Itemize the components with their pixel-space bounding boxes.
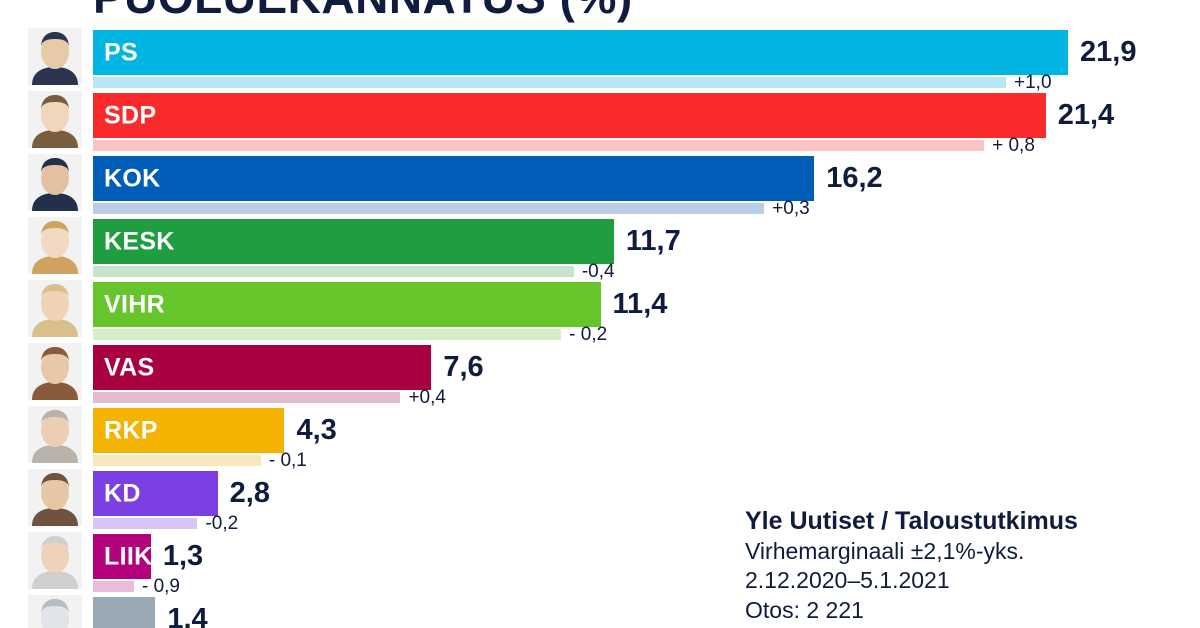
- change-value-label: - 0,2: [569, 323, 608, 345]
- bar-row: VIHR 11,4- 0,2: [0, 280, 1200, 345]
- previous-poll-bar: [93, 329, 562, 340]
- party-abbreviation-label: LIIK: [104, 542, 153, 570]
- party-value-label: 7,6: [443, 351, 484, 383]
- party-leader-portrait: [28, 91, 82, 148]
- party-abbreviation-label: KESK: [104, 227, 175, 255]
- party-bar: RKP: [93, 408, 285, 453]
- party-leader-portrait: [28, 469, 82, 526]
- change-value-label: - 0,9: [141, 575, 180, 597]
- previous-poll-bar: [93, 203, 765, 214]
- party-abbreviation-label: PS: [104, 38, 138, 66]
- previous-poll-bar: [93, 266, 574, 277]
- party-value-label: 21,9: [1080, 36, 1137, 68]
- previous-poll-bar: [93, 581, 134, 592]
- change-value-label: +0,4: [408, 386, 446, 408]
- party-value-label: 11,4: [612, 288, 668, 320]
- previous-poll-bar: [93, 77, 1006, 88]
- bar-row: SDP 21,4 + 0,8: [0, 91, 1200, 156]
- party-value-label: 11,7: [625, 225, 681, 257]
- party-leader-portrait: [28, 280, 82, 337]
- previous-poll-bar: [93, 455, 261, 466]
- party-bar: VIHR: [93, 282, 601, 327]
- bar-row: KESK 11,7 -0,4: [0, 217, 1200, 282]
- party-leader-portrait: [28, 154, 82, 211]
- change-value-label: + 0,8: [992, 134, 1035, 156]
- party-value-label: 1,4: [167, 603, 208, 628]
- previous-poll-bar: [93, 518, 198, 529]
- party-leader-portrait: [28, 343, 82, 400]
- party-bar: [93, 597, 156, 628]
- change-value-label: +0,3: [772, 197, 810, 219]
- party-leader-portrait: [28, 217, 82, 274]
- page-title: PUOLUEKANNATUS (%): [93, 0, 633, 20]
- party-bar: LIIK: [93, 534, 153, 579]
- previous-poll-bar: [93, 392, 401, 403]
- party-bar: VAS: [93, 345, 432, 390]
- bar-row: PS 21,9 +1,0: [0, 28, 1200, 93]
- party-bar: KOK: [93, 156, 815, 201]
- party-value-label: 21,4: [1057, 99, 1115, 131]
- party-bar: PS: [93, 30, 1068, 75]
- party-bar: SDP: [93, 93, 1046, 138]
- party-abbreviation-label: VIHR: [104, 290, 165, 318]
- change-value-label: -0,4: [581, 260, 615, 282]
- party-leader-portrait: [28, 595, 82, 628]
- source-label: Yle Uutiset / Taloustutkimus: [745, 507, 1078, 535]
- party-abbreviation-label: SDP: [104, 101, 157, 129]
- margin-of-error-label: Virhemarginaali ±2,1%-yks.: [745, 538, 1025, 564]
- bar-row: KOK 16,2 +0,3: [0, 154, 1200, 219]
- survey-period-label: 2.12.2020–5.1.2021: [745, 567, 950, 594]
- party-bar: KESK: [93, 219, 614, 264]
- sample-size-label: Otos: 2 221: [745, 596, 864, 623]
- bar-row: LIIK 1,3 - 0,9: [0, 532, 1200, 597]
- bar-row: KD 2,8 -0,2: [0, 469, 1200, 534]
- party-value-label: 16,2: [826, 162, 883, 194]
- previous-poll-bar: [93, 140, 985, 151]
- bar-chart-rows: PS 21,9 +1,0 SDP 21,4 + 0,8 KOK 16,2 +0,3 KESK 11,…: [0, 28, 1200, 628]
- footer-block: Yle Uutiset / Taloustutkimus Virhemargin…: [745, 505, 1195, 625]
- party-value-label: 1,3: [162, 540, 204, 572]
- change-value-label: - 0,1: [268, 449, 307, 471]
- party-leader-portrait: [28, 532, 82, 589]
- party-bar: KD: [93, 471, 218, 516]
- party-abbreviation-label: KD: [104, 479, 141, 507]
- party-abbreviation-label: RKP: [104, 416, 158, 444]
- party-leader-portrait: [28, 406, 82, 463]
- party-value-label: 2,8: [229, 477, 270, 509]
- party-leader-portrait: [28, 28, 82, 85]
- change-value-label: -0,2: [205, 512, 239, 534]
- party-abbreviation-label: VAS: [104, 353, 155, 381]
- bar-row: VAS 7,6 +0,4: [0, 343, 1200, 408]
- party-abbreviation-label: KOK: [104, 164, 161, 192]
- bar-row: RKP 4,3 - 0,1: [0, 406, 1200, 471]
- bar-row: 1,4: [0, 595, 1200, 628]
- party-value-label: 4,3: [296, 414, 337, 446]
- change-value-label: +1,0: [1014, 71, 1052, 93]
